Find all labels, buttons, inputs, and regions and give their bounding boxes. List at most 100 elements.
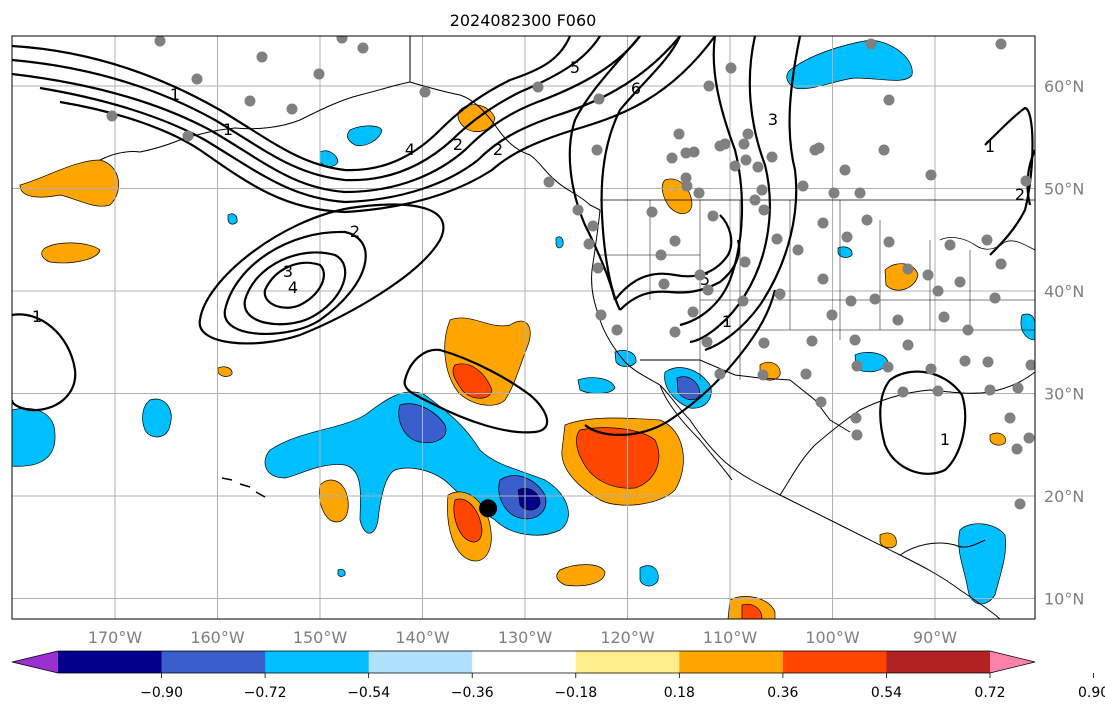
station-dot bbox=[766, 151, 778, 163]
latitude-tick-label: 30°N bbox=[1044, 385, 1084, 404]
station-dot bbox=[826, 309, 838, 321]
station-dot bbox=[646, 206, 658, 218]
station-dot bbox=[792, 244, 804, 256]
station-dot bbox=[669, 326, 681, 338]
latitude-tick-label: 60°N bbox=[1044, 77, 1084, 96]
colorbar-outline bbox=[11, 650, 1036, 674]
station-dot bbox=[800, 368, 812, 380]
station-dot bbox=[357, 42, 369, 54]
contour-label: 1 bbox=[985, 137, 995, 156]
longitude-tick-label: 170°W bbox=[88, 628, 143, 647]
station-dot bbox=[849, 334, 861, 346]
station-dot bbox=[703, 80, 715, 92]
latitude-tick-label: 50°N bbox=[1044, 180, 1084, 199]
station-dot bbox=[865, 38, 877, 50]
station-dot bbox=[749, 194, 761, 206]
station-dot bbox=[817, 217, 829, 229]
colorbar-tick-label: −0.90 bbox=[140, 685, 183, 701]
station-dot bbox=[925, 363, 937, 375]
colorbar-extend-low bbox=[12, 651, 58, 673]
contour-labels: 1 2 3 4 5 6 1 2 3 4 5 1 2 1 1 1 2 bbox=[32, 58, 1025, 449]
station-dot bbox=[694, 269, 706, 281]
map-title: 2024082300 F060 bbox=[450, 11, 597, 30]
station-dot bbox=[854, 187, 866, 199]
station-dot bbox=[756, 184, 768, 196]
longitude-labels: 170°W 160°W 150°W 140°W 130°W 120°W 110°W 100°W… bbox=[88, 628, 957, 647]
contour-label: 1 bbox=[170, 85, 180, 104]
station-dot bbox=[543, 176, 555, 188]
station-dot bbox=[1012, 382, 1024, 394]
station-dot bbox=[861, 214, 873, 226]
colorbar-segment bbox=[575, 651, 680, 673]
station-dot bbox=[655, 249, 667, 261]
contour-label: 4 bbox=[288, 278, 298, 297]
station-dot bbox=[666, 152, 678, 164]
contour-label: 5 bbox=[570, 58, 580, 77]
colorbar-tick-label: 0.72 bbox=[974, 685, 1005, 701]
contour-label: 3 bbox=[283, 262, 293, 281]
colorbar-tick-label: 0.36 bbox=[767, 685, 798, 701]
contour-label: 1 bbox=[32, 307, 42, 326]
colorbar-tick-label: 0.54 bbox=[871, 685, 902, 701]
station-dot bbox=[809, 144, 821, 156]
station-dot bbox=[878, 144, 890, 156]
map-area: 1 2 3 4 5 6 1 2 3 4 5 1 2 1 1 1 2 bbox=[12, 36, 1035, 619]
station-dot bbox=[701, 336, 713, 348]
station-dot bbox=[154, 36, 166, 47]
station-dot bbox=[592, 262, 604, 274]
station-dot bbox=[729, 160, 741, 172]
station-dot bbox=[938, 311, 950, 323]
longitude-tick-label: 110°W bbox=[703, 628, 758, 647]
station-dot bbox=[954, 276, 966, 288]
colorbar-segment bbox=[161, 651, 266, 673]
latitude-tick-label: 10°N bbox=[1044, 590, 1084, 609]
longitude-tick-label: 100°W bbox=[805, 628, 860, 647]
station-dot bbox=[944, 239, 956, 251]
station-dot bbox=[989, 292, 1001, 304]
latitude-labels: 60°N 50°N 40°N 30°N 20°N 10°N bbox=[1044, 77, 1084, 609]
latitude-tick-label: 20°N bbox=[1044, 487, 1084, 506]
station-dot bbox=[1023, 432, 1035, 444]
station-dot bbox=[797, 180, 809, 192]
station-dot bbox=[595, 309, 607, 321]
station-dot bbox=[532, 81, 544, 93]
longitude-tick-label: 160°W bbox=[190, 628, 245, 647]
station-dot bbox=[902, 263, 914, 275]
station-dot bbox=[687, 306, 699, 318]
colorbar-segment bbox=[886, 651, 991, 673]
station-dot bbox=[869, 293, 881, 305]
station-dot bbox=[851, 360, 863, 372]
station-dot bbox=[841, 231, 853, 243]
station-dot bbox=[658, 278, 670, 290]
station-dot bbox=[1004, 412, 1016, 424]
station-dot bbox=[932, 385, 944, 397]
station-dot bbox=[244, 95, 256, 107]
colorbar-tick-label: −0.72 bbox=[244, 685, 287, 701]
contour-label: 3 bbox=[768, 110, 778, 129]
station-dot bbox=[995, 258, 1007, 270]
station-dot bbox=[191, 73, 203, 85]
station-dot bbox=[680, 147, 692, 159]
station-dot bbox=[669, 235, 681, 247]
longitude-tick-label: 90°W bbox=[913, 628, 957, 647]
station-dot bbox=[714, 368, 726, 380]
station-dot bbox=[1014, 498, 1026, 510]
station-dot bbox=[883, 94, 895, 106]
station-dot bbox=[611, 324, 623, 336]
station-dot bbox=[806, 335, 818, 347]
station-dot bbox=[1025, 359, 1035, 371]
station-dot bbox=[925, 169, 937, 181]
station-dot bbox=[892, 314, 904, 326]
station-dot bbox=[771, 233, 783, 245]
station-dot bbox=[681, 180, 693, 192]
height-contours bbox=[12, 36, 1035, 475]
station-dot bbox=[902, 339, 914, 351]
station-dot bbox=[707, 210, 719, 222]
station-dot bbox=[182, 130, 194, 142]
colorbar-segment bbox=[58, 651, 163, 673]
station-dot bbox=[336, 36, 348, 44]
station-dot bbox=[714, 140, 726, 152]
station-dot bbox=[984, 384, 996, 396]
station-dot bbox=[882, 361, 894, 373]
station-dot bbox=[680, 172, 692, 184]
